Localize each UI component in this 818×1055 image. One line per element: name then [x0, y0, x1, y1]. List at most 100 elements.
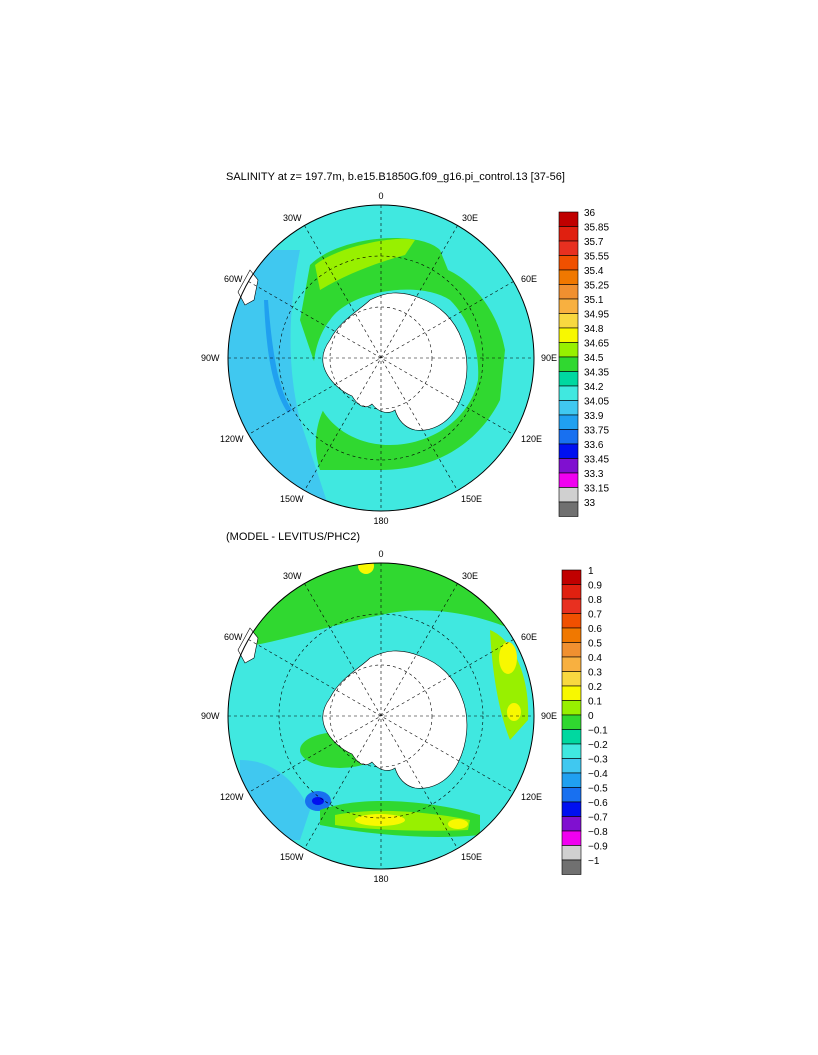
colorbar-label: 33.9	[584, 411, 604, 422]
contour-band-neg-0-6	[312, 797, 324, 805]
colorbar-swatch	[558, 298, 579, 314]
colorbar-swatch	[558, 472, 579, 488]
lon-label-0: 0	[378, 549, 383, 559]
colorbar-swatch	[558, 501, 579, 517]
colorbar-swatch	[558, 443, 579, 459]
contour-band-0-3	[355, 814, 405, 826]
colorbar-label: 0.6	[588, 624, 602, 635]
colorbar-swatch	[558, 255, 579, 271]
colorbar-swatch	[561, 569, 582, 585]
contour-band-33-9	[264, 300, 292, 413]
lon-label-60w: 60W	[224, 274, 243, 284]
colorbar-swatch	[558, 342, 579, 358]
colorbar-label: 0.7	[588, 610, 602, 621]
contour-band-0-3-north	[358, 563, 374, 574]
lon-label-30w: 30W	[283, 213, 302, 223]
colorbar-label: 0.2	[588, 682, 602, 693]
colorbar-swatch	[558, 226, 579, 242]
colorbar-swatch	[558, 400, 579, 416]
colorbar-swatch	[558, 327, 579, 343]
lon-label-30w: 30W	[283, 571, 302, 581]
lon-label-30e: 30E	[462, 571, 478, 581]
colorbar-swatch	[558, 284, 579, 300]
lon-label-150w: 150W	[280, 852, 304, 862]
colorbar-label: 33.3	[584, 469, 604, 480]
lon-label-30e: 30E	[462, 213, 478, 223]
colorbar-swatch	[561, 729, 582, 745]
colorbar-label: 35.55	[584, 252, 609, 263]
lon-label-0: 0	[378, 191, 383, 201]
lon-label-90w: 90W	[201, 353, 220, 363]
colorbar-label: 35.7	[584, 237, 604, 248]
colorbar-label: −0.4	[588, 769, 608, 780]
map-border	[227, 204, 535, 512]
colorbar-swatch	[561, 598, 582, 614]
lon-label-180: 180	[373, 874, 388, 884]
colorbar-label: 35.85	[584, 223, 609, 234]
colorbar-label: −0.1	[588, 726, 608, 737]
lon-label-60e: 60E	[521, 274, 537, 284]
contour-band-0-3-east	[499, 642, 517, 674]
colorbar-swatch	[561, 830, 582, 846]
colorbar-swatch	[558, 458, 579, 474]
colorbar-label: 34.5	[584, 353, 604, 364]
panel-title-difference: (MODEL - LEVITUS/PHC2)	[226, 531, 361, 543]
colorbar-label: 34.2	[584, 382, 604, 393]
lon-label-60w: 60W	[224, 632, 243, 642]
lon-label-90w: 90W	[201, 711, 220, 721]
longitude-labels-bottom: 0 30E 60E 90E 120E 150E 180 150W 120W 90…	[201, 549, 557, 884]
colorbar-swatch	[561, 613, 582, 629]
colorbar-label: 35.4	[584, 266, 604, 277]
colorbar-swatch	[561, 700, 582, 716]
colorbar-swatch	[558, 356, 579, 372]
colorbar-swatch	[558, 371, 579, 387]
colorbar-swatch	[561, 685, 582, 701]
panel-title-salinity: SALINITY at z= 197.7m, b.e15.B1850G.f09_…	[226, 171, 565, 183]
colorbar-swatch	[561, 845, 582, 861]
colorbar-swatch	[558, 429, 579, 445]
colorbar-salinity: 36 35.85 35.7 35.55 35.4 35.25 35.1 34.95 34.8 34…	[558, 208, 609, 517]
longitude-labels-top: 0 30E 60E 90E 120E 150E 180 150W 120W 90…	[201, 191, 557, 526]
map-salinity: 0 30E 60E 90E 120E 150E 180 150W 120W 90…	[201, 191, 609, 526]
colorbar-label: 33.15	[584, 484, 609, 495]
colorbar-label: −0.6	[588, 798, 608, 809]
colorbar-label: 0.8	[588, 595, 602, 606]
colorbar-label: 35.25	[584, 281, 609, 292]
colorbar-label: 34.35	[584, 368, 609, 379]
lon-label-90e: 90E	[541, 353, 557, 363]
colorbar-label: 34.8	[584, 324, 604, 335]
lon-label-120w: 120W	[220, 434, 244, 444]
south-america-tip	[237, 627, 259, 664]
colorbar-label: 0.3	[588, 668, 602, 679]
colorbar-swatch	[558, 385, 579, 401]
colorbar-label: 34.65	[584, 339, 609, 350]
colorbar-swatch	[558, 487, 579, 503]
colorbar-label: −0.5	[588, 784, 608, 795]
colorbar-swatch	[561, 758, 582, 774]
antarctica-landmass	[322, 650, 468, 789]
map-graticule	[228, 563, 534, 869]
colorbar-swatch	[558, 269, 579, 285]
colorbar-swatch	[561, 816, 582, 832]
colorbar-label: 36	[584, 208, 596, 219]
colorbar-label: −0.2	[588, 740, 608, 751]
colorbar-label: −0.3	[588, 755, 608, 766]
lon-label-150w: 150W	[280, 494, 304, 504]
colorbar-label: 33.6	[584, 440, 604, 451]
colorbar-label: 34.95	[584, 310, 609, 321]
colorbar-label: −0.9	[588, 842, 608, 853]
colorbar-swatch	[561, 787, 582, 803]
colorbar-swatch	[561, 743, 582, 759]
colorbar-swatch	[561, 801, 582, 817]
colorbar-label: 35.1	[584, 295, 604, 306]
lon-label-120w: 120W	[220, 792, 244, 802]
colorbar-swatch	[558, 313, 579, 329]
map-difference: 0 30E 60E 90E 120E 150E 180 150W 120W 90…	[201, 549, 608, 884]
colorbar-swatch	[558, 240, 579, 256]
colorbar-swatch	[561, 714, 582, 730]
contour-band-34-65	[315, 238, 415, 290]
colorbar-label: 0.9	[588, 581, 602, 592]
colorbar-label: −0.7	[588, 813, 608, 824]
contour-band-0-3-east2	[507, 703, 521, 721]
colorbar-label: 33	[584, 498, 596, 509]
